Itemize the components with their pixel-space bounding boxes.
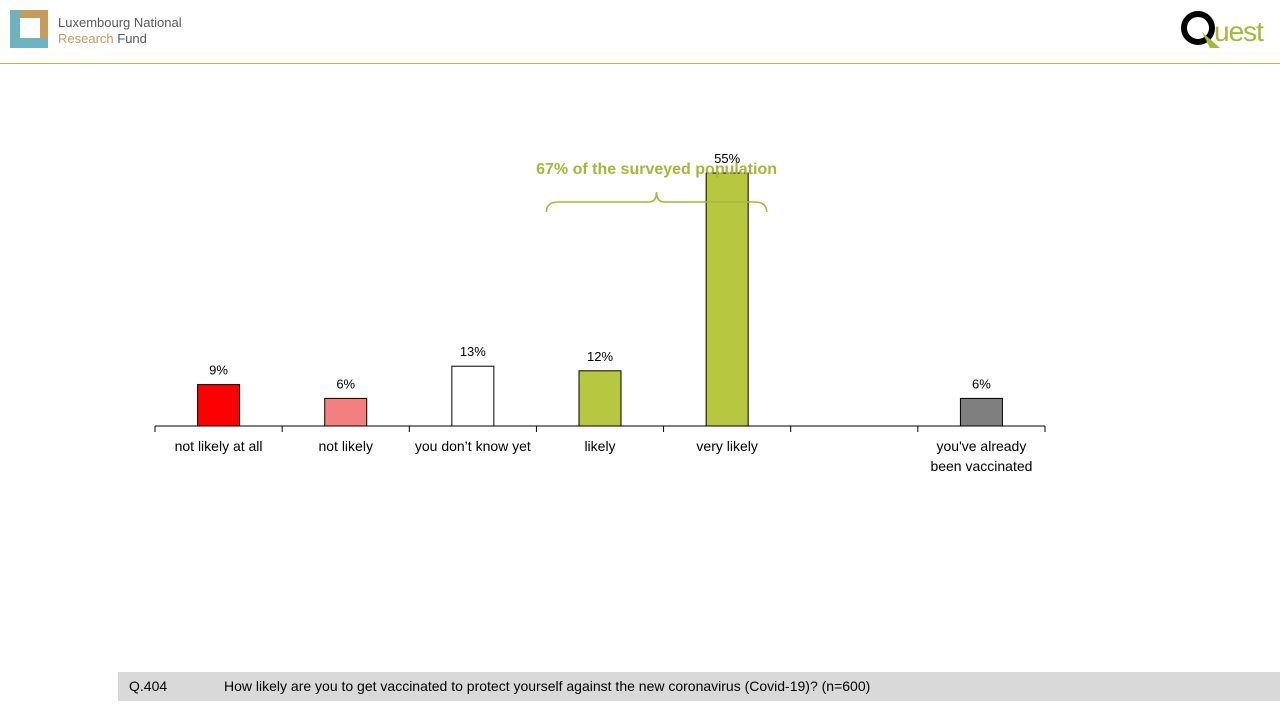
category-label: you've already xyxy=(937,438,1027,454)
bar-value-label: 6% xyxy=(336,376,355,391)
category-label: not likely xyxy=(318,438,372,454)
question-number: Q.404 xyxy=(129,678,168,694)
bar xyxy=(451,365,495,427)
bar xyxy=(197,384,241,427)
bar xyxy=(705,172,749,427)
bar-value-label: 12% xyxy=(587,349,613,364)
fnr-logo: Luxembourg National Research Fund xyxy=(10,10,190,52)
quest-logo: uest xyxy=(1180,10,1270,52)
bar-value-label: 55% xyxy=(714,151,740,166)
fnr-logo-icon xyxy=(10,10,48,48)
bar-value-label: 9% xyxy=(209,363,228,378)
annotation-text: 67% of the surveyed population xyxy=(536,161,777,178)
category-label: very likely xyxy=(696,438,757,454)
fnr-logo-line1: Luxembourg National xyxy=(58,15,182,30)
quest-logo-text: uest xyxy=(1214,16,1264,47)
category-label: not likely at all xyxy=(175,438,263,454)
bar-value-label: 13% xyxy=(460,344,486,359)
fnr-logo-line2b: Fund xyxy=(117,31,147,46)
bar xyxy=(578,370,622,427)
quest-logo-icon xyxy=(1181,11,1220,48)
category-label: likely xyxy=(584,438,615,454)
annotation: 67% of the surveyed population xyxy=(536,161,777,213)
header: Luxembourg National Research Fund uest xyxy=(0,0,1280,64)
question-footer: Q.404 How likely are you to get vaccinat… xyxy=(118,672,1280,701)
annotation-brace xyxy=(545,191,768,213)
bar xyxy=(959,397,1003,427)
fnr-logo-line2a: Research xyxy=(58,31,114,46)
category-label: been vaccinated xyxy=(930,458,1032,474)
question-text: How likely are you to get vaccinated to … xyxy=(224,678,871,694)
bar-value-label: 6% xyxy=(972,376,991,391)
bars-group: 9% 6% 13% 12% 55% 6% xyxy=(197,151,1003,427)
x-axis: not likely at all not likely you don’t kno… xyxy=(154,425,1046,474)
category-label: you don’t know yet xyxy=(415,438,531,454)
bar xyxy=(324,397,368,427)
